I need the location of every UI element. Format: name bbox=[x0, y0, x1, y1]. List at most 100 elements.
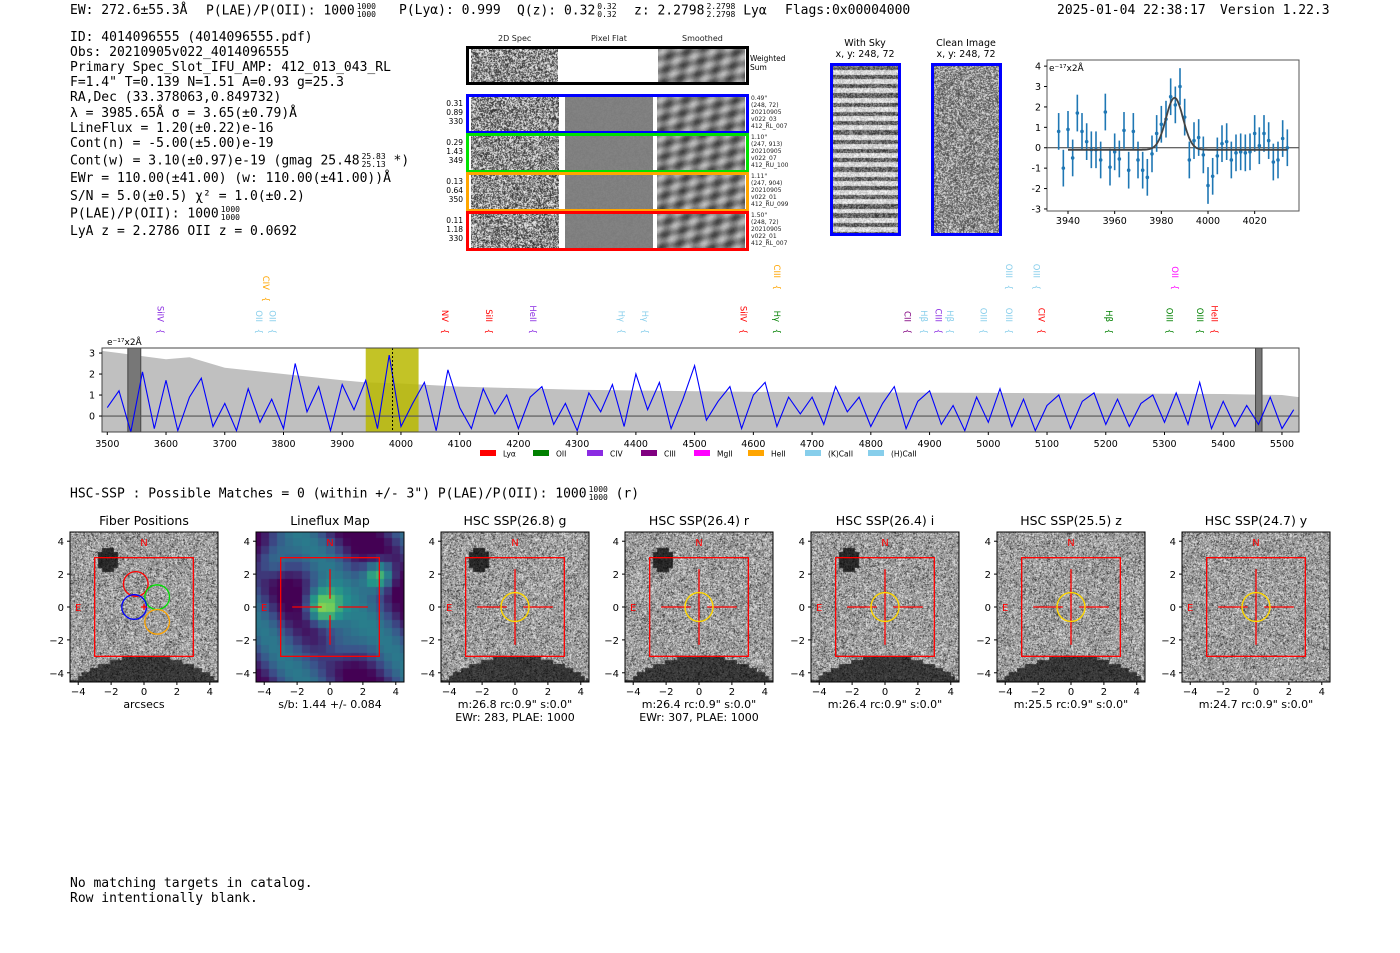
x-tick-label: −4 bbox=[998, 687, 1013, 698]
aperture-box bbox=[280, 557, 380, 657]
fiber-circle bbox=[144, 608, 171, 635]
with-sky-image bbox=[832, 65, 898, 233]
ew-text: EW: 272.6±55.3Å bbox=[70, 3, 188, 18]
panel-overlay: N E −4 −4 −2 −2 0 0 2 2 4 4 bbox=[790, 531, 960, 698]
y-tick-label: -2 bbox=[1032, 184, 1041, 195]
info-contn: Cont(n) = -5.00(±5.00)e-19 bbox=[70, 136, 274, 151]
info-z: LyA z = 2.2786 OII z = 0.0692 bbox=[70, 224, 297, 239]
row-left-value: 0.89 bbox=[446, 108, 463, 117]
panel-caption: m:26.4 rc:0.9" s:0.0" bbox=[827, 698, 943, 711]
y-tick-label: −4 bbox=[235, 669, 250, 680]
x-tick-label: 5000 bbox=[976, 439, 1000, 450]
contw-text: Cont(w) = 3.10(±0.97)e-19 (gmag 25.48 bbox=[70, 153, 360, 169]
data-point bbox=[1220, 141, 1224, 146]
x-tick-label: 4 bbox=[393, 687, 399, 698]
col-title-smoothed: Smoothed bbox=[682, 34, 723, 43]
x-tick-label: 4000 bbox=[1196, 216, 1220, 227]
y-tick-label: 0 bbox=[613, 603, 619, 614]
header-plae: P(LAE)/P(OII): 1000 1000 1000 bbox=[206, 3, 376, 19]
info-plae-lo: 1000 bbox=[220, 213, 240, 222]
emission-line-marker: OII { bbox=[253, 310, 263, 334]
y-tick-label: -3 bbox=[1032, 204, 1041, 215]
emission-line-label: OIII bbox=[1031, 264, 1041, 278]
panel-caption: m:26.8 rc:0.9" s:0.0" bbox=[457, 698, 573, 711]
header-version: Version 1.22.3 bbox=[1220, 3, 1330, 18]
info-plae-text: P(LAE)/P(OII): 1000 bbox=[70, 206, 219, 222]
y-tick-label: 4 bbox=[244, 537, 250, 548]
row-right-line: 0.49" bbox=[751, 95, 768, 102]
y-tick-label: 4 bbox=[1170, 537, 1176, 548]
emission-line-bracket: { bbox=[978, 329, 988, 334]
x-tick-label: −4 bbox=[71, 687, 86, 698]
emission-line-bracket: { bbox=[1031, 285, 1041, 290]
row-right-info: 0.49" (248, 72) 20210905 v022_03 412_RL_007 bbox=[751, 95, 787, 130]
emission-line-label: Hγ bbox=[639, 311, 649, 322]
panel-title: HSC SSP(25.5) z bbox=[1020, 513, 1122, 528]
emission-line-label: OII bbox=[1169, 266, 1179, 278]
y-tick-label: 1 bbox=[1035, 123, 1041, 134]
row-smoothed-image bbox=[657, 175, 745, 209]
data-point bbox=[1117, 157, 1122, 161]
y-tick-label: 4 bbox=[985, 537, 991, 548]
info-obs: Obs: 20210905v022_4014096555 bbox=[70, 45, 290, 60]
data-point bbox=[1084, 139, 1089, 144]
legend-label: CIII bbox=[664, 450, 676, 459]
data-point bbox=[1145, 175, 1150, 180]
y-tick-label: 2 bbox=[799, 570, 805, 581]
emission-line-marker: CIV { bbox=[1035, 308, 1045, 334]
x-tick-label: 0 bbox=[696, 687, 702, 698]
x-tick-label: 4800 bbox=[859, 439, 883, 450]
data-point bbox=[1056, 129, 1061, 134]
emission-line-marker: OIII { bbox=[1194, 308, 1204, 334]
info-ewr: EWr = 110.00(±41.00) (w: 110.00(±41.00))… bbox=[70, 171, 391, 186]
x-tick-label: 5100 bbox=[1035, 439, 1059, 450]
east-label: E bbox=[1002, 603, 1008, 614]
east-label: E bbox=[816, 603, 822, 614]
y-tick-label: −4 bbox=[790, 669, 805, 680]
y-tick-label: 2 bbox=[89, 370, 95, 381]
data-point bbox=[1248, 150, 1252, 154]
y-tick-label: 4 bbox=[58, 537, 64, 548]
hsc-summary-text: HSC-SSP : Possible Matches = 0 (within +… bbox=[70, 486, 587, 502]
hsc-summary-lo: 1000 bbox=[588, 493, 608, 502]
x-tick-label: 3500 bbox=[95, 439, 119, 450]
source-aperture-circle bbox=[684, 591, 714, 623]
y-tick-label: −2 bbox=[976, 636, 991, 647]
data-point bbox=[1131, 129, 1136, 134]
emission-line-bracket: { bbox=[1003, 285, 1013, 290]
aperture-box bbox=[1021, 557, 1121, 657]
emission-line-bracket: { bbox=[253, 329, 263, 334]
x-tick-label: 4900 bbox=[917, 439, 941, 450]
row-left-values: 0.13 0.64 350 bbox=[443, 177, 463, 204]
emission-line-bracket: { bbox=[483, 329, 493, 334]
y-tick-label: −2 bbox=[604, 636, 619, 647]
data-point bbox=[1271, 160, 1276, 164]
y-tick-label: 0 bbox=[1170, 603, 1176, 614]
x-tick-label: 3980 bbox=[1149, 216, 1173, 227]
qz-text: Q(z): 0.32 bbox=[517, 3, 596, 19]
north-label: N bbox=[140, 538, 147, 549]
emission-line-bracket: { bbox=[615, 329, 625, 334]
with-sky-title: With Sky x, y: 248, 72 bbox=[822, 38, 908, 60]
aperture-box bbox=[649, 557, 749, 657]
data-point bbox=[1061, 166, 1066, 170]
data-point bbox=[1252, 131, 1257, 136]
spec2d-row-frame bbox=[466, 133, 749, 173]
x-tick-label: −2 bbox=[104, 687, 119, 698]
data-point bbox=[1285, 145, 1290, 150]
east-label: E bbox=[261, 603, 267, 614]
x-tick-label: 3700 bbox=[213, 439, 237, 450]
x-tick-label: −4 bbox=[812, 687, 827, 698]
panel-caption: EWr: 307, PLAE: 1000 bbox=[639, 711, 759, 724]
legend-label: (H)CaII bbox=[891, 450, 917, 459]
x-tick-label: 2 bbox=[174, 687, 180, 698]
footer-line-2: Row intentionally blank. bbox=[70, 891, 258, 906]
weighted-smoothed-image bbox=[658, 49, 745, 82]
x-tick-label: −2 bbox=[659, 687, 674, 698]
x-tick-label: 4 bbox=[578, 687, 584, 698]
data-point bbox=[1229, 158, 1234, 162]
emission-line-bracket: { bbox=[1103, 329, 1113, 334]
emission-line-bracket: { bbox=[1003, 329, 1013, 334]
panel-caption: m:24.7 rc:0.9" s:0.0" bbox=[1198, 698, 1314, 711]
row-right-line: 412_RU_100 bbox=[751, 162, 789, 169]
